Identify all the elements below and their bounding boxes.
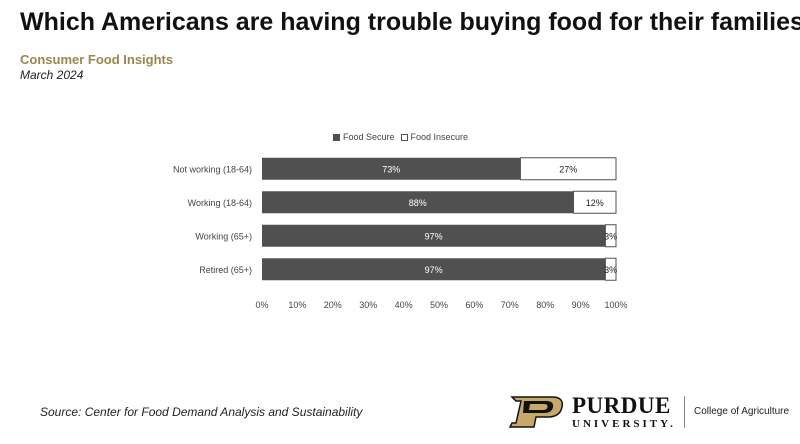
bar-food-secure-working-18-64: [262, 191, 574, 214]
category-label-working-65: Working (65+): [195, 231, 252, 241]
x-tick-label: 100%: [604, 300, 627, 310]
data-label-food-insecure-working-65: 3%: [604, 231, 617, 241]
data-label-food-secure-not-working-18-64: 73%: [382, 164, 400, 174]
data-label-food-insecure-retired-65: 3%: [604, 265, 617, 275]
bar-food-insecure-not-working-18-64: [519, 157, 617, 181]
data-label-food-secure-working-18-64: 88%: [409, 198, 427, 208]
chart-date: March 2024: [20, 68, 84, 82]
chart-legend: Food Secure Food Insecure: [333, 130, 474, 144]
legend-swatch-food-secure: [333, 133, 340, 141]
data-label-food-insecure-not-working-18-64: 27%: [559, 164, 577, 174]
bar-food-secure-retired-65: [262, 258, 606, 281]
legend-item-food-secure: Food Secure: [333, 132, 395, 142]
bar-food-secure-not-working-18-64: [262, 157, 521, 180]
logo-divider: [684, 396, 685, 428]
bar-food-insecure-working-18-64: [573, 190, 617, 214]
x-tick-label: 40%: [395, 300, 413, 310]
chart-subtitle: Consumer Food Insights: [20, 52, 174, 67]
legend-label-food-insecure: Food Insecure: [410, 132, 469, 142]
purdue-p-logo-icon: [508, 396, 564, 428]
category-label-working-18-64: Working (18-64): [188, 198, 252, 208]
data-label-food-insecure-working-18-64: 12%: [586, 198, 604, 208]
x-tick-label: 70%: [501, 300, 519, 310]
source-note: Source: Center for Food Demand Analysis …: [40, 405, 363, 419]
category-label-not-working-18-64: Not working (18-64): [173, 164, 252, 174]
purdue-logo: PURDUE UNIVERSITY.: [508, 392, 676, 432]
x-tick-label: 90%: [572, 300, 590, 310]
x-tick-label: 80%: [536, 300, 554, 310]
x-tick-label: 60%: [465, 300, 483, 310]
x-tick-label: 0%: [255, 300, 268, 310]
legend-label-food-secure: Food Secure: [343, 132, 395, 142]
college-name: College of Agriculture: [694, 406, 790, 417]
chart-title: Which Americans are having trouble buyin…: [20, 8, 800, 36]
data-label-food-secure-working-65: 97%: [425, 231, 443, 241]
x-tick-label: 30%: [359, 300, 377, 310]
x-tick-label: 50%: [430, 300, 448, 310]
legend-swatch-food-insecure: [400, 133, 408, 141]
x-tick-label: 20%: [324, 300, 342, 310]
logo-university: UNIVERSITY.: [572, 418, 676, 430]
bar-food-secure-working-65: [262, 224, 606, 247]
data-label-food-secure-retired-65: 97%: [425, 265, 443, 275]
category-label-retired-65: Retired (65+): [199, 265, 252, 275]
x-tick-label: 10%: [288, 300, 306, 310]
stacked-bar-chart: Not working (18-64) 73% 27% Working (18-64)…: [173, 157, 628, 310]
bar-food-insecure-retired-65: [604, 257, 617, 281]
logo-wordmark: PURDUE: [572, 393, 671, 418]
bar-food-insecure-working-65: [604, 224, 617, 248]
legend-item-food-insecure: Food Insecure: [400, 132, 469, 142]
